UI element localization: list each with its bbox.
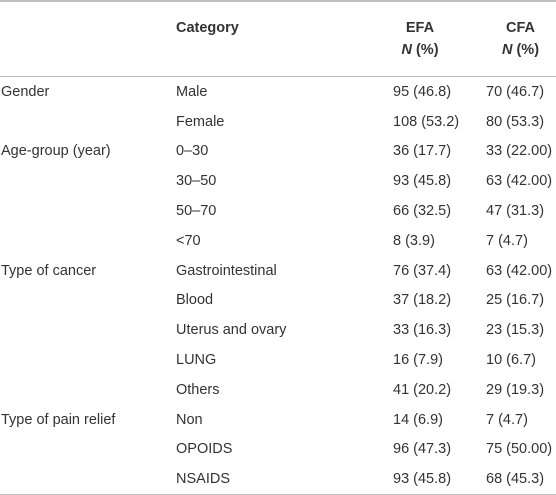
row-group — [0, 375, 176, 405]
table-row: <70 8 (3.9) 7 (4.7) — [0, 226, 556, 256]
row-category: OPOIDS — [176, 441, 233, 458]
row-cfa: 63 (42.00) — [486, 173, 553, 190]
row-category: Gastrointestinal — [176, 262, 277, 279]
row-cfa: 29 (19.3) — [486, 381, 545, 398]
row-group — [0, 345, 176, 375]
row-category: <70 — [176, 232, 201, 249]
row-efa: 93 (45.8) — [393, 173, 452, 190]
table-row: 50–70 66 (32.5) 47 (31.3) — [0, 196, 556, 226]
row-group — [0, 226, 176, 256]
row-cfa: 10 (6.7) — [486, 352, 536, 369]
row-category: 0–30 — [176, 143, 209, 160]
header-subrow: N (%) N (%) — [0, 38, 556, 77]
row-cfa: 47 (31.3) — [486, 203, 545, 220]
row-efa: 41 (20.2) — [393, 381, 452, 398]
row-group: Age-group (year) — [1, 143, 111, 160]
row-category: 30–50 — [176, 173, 217, 190]
row-efa: 8 (3.9) — [393, 232, 435, 249]
row-cfa: 75 (50.00) — [486, 441, 553, 458]
efa-unit-n: N — [401, 42, 412, 58]
table-row: Gender Male 95 (46.8) 70 (46.7) — [0, 77, 556, 107]
row-group: Type of pain relief — [1, 411, 116, 428]
table-row: LUNG 16 (7.9) 10 (6.7) — [0, 345, 556, 375]
table-row: NSAIDS 93 (45.8) 68 (45.3) — [0, 464, 556, 495]
header-row: Category EFA CFA — [0, 1, 556, 38]
header-efa-unit: N (%) — [355, 38, 455, 77]
row-group — [0, 435, 176, 465]
row-group — [0, 315, 176, 345]
row-category: NSAIDS — [176, 464, 355, 495]
table-row: Uterus and ovary 33 (16.3) 23 (15.3) — [0, 315, 556, 345]
table-row: OPOIDS 96 (47.3) 75 (50.00) — [0, 435, 556, 465]
row-group — [0, 196, 176, 226]
row-category: Uterus and ovary — [176, 322, 287, 339]
header-sub-blank-1 — [0, 38, 176, 77]
table-row: Age-group (year) 0–30 36 (17.7) 33 (22.0… — [0, 137, 556, 167]
header-cfa: CFA — [506, 20, 535, 36]
row-category: Non — [176, 411, 203, 428]
header-category: Category — [176, 20, 239, 36]
header-group-blank — [0, 1, 176, 38]
row-efa: 108 (53.2) — [393, 113, 460, 130]
efa-unit-pct: (%) — [415, 42, 439, 58]
header-cfa-unit: N (%) — [455, 38, 556, 77]
row-group — [0, 286, 176, 316]
row-efa: 66 (32.5) — [393, 203, 452, 220]
header-sub-blank-2 — [176, 38, 355, 77]
table-row: Female 108 (53.2) 80 (53.3) — [0, 107, 556, 137]
header-efa: EFA — [405, 20, 435, 36]
table-body: Gender Male 95 (46.8) 70 (46.7) Female 1… — [0, 77, 556, 495]
row-cfa: 7 (4.7) — [486, 232, 528, 249]
row-efa: 33 (16.3) — [393, 322, 452, 339]
row-group: Type of cancer — [1, 262, 97, 279]
row-cfa: 63 (42.00) — [486, 262, 553, 279]
row-group — [0, 464, 176, 495]
row-category: Female — [176, 113, 225, 130]
row-cfa: 68 (45.3) — [455, 464, 556, 495]
table-header: Category EFA CFA N (%) N (%) — [0, 1, 556, 77]
row-cfa: 23 (15.3) — [486, 322, 545, 339]
row-category: 50–70 — [176, 203, 217, 220]
row-category: Blood — [176, 292, 214, 309]
row-efa: 36 (17.7) — [393, 143, 452, 160]
row-group — [0, 107, 176, 137]
row-category: Others — [176, 381, 220, 398]
table-row: Type of pain relief Non 14 (6.9) 7 (4.7) — [0, 405, 556, 435]
table-row: Others 41 (20.2) 29 (19.3) — [0, 375, 556, 405]
row-cfa: 70 (46.7) — [486, 83, 545, 100]
row-category: Male — [176, 83, 208, 100]
row-group: Gender — [1, 83, 50, 100]
cfa-unit-pct: (%) — [516, 42, 540, 58]
row-cfa: 80 (53.3) — [486, 113, 545, 130]
row-efa: 93 (45.8) — [355, 464, 455, 495]
row-cfa: 25 (16.7) — [486, 292, 545, 309]
table-row: Blood 37 (18.2) 25 (16.7) — [0, 286, 556, 316]
row-efa: 14 (6.9) — [393, 411, 443, 428]
row-efa: 96 (47.3) — [393, 441, 452, 458]
row-efa: 76 (37.4) — [393, 262, 452, 279]
cfa-unit-n: N — [501, 42, 513, 58]
row-group — [0, 166, 176, 196]
table-row: Type of cancer Gastrointestinal 76 (37.4… — [0, 256, 556, 286]
row-efa: 16 (7.9) — [393, 352, 443, 369]
row-efa: 37 (18.2) — [393, 292, 452, 309]
row-efa: 95 (46.8) — [393, 83, 452, 100]
table-row: 30–50 93 (45.8) 63 (42.00) — [0, 166, 556, 196]
row-cfa: 7 (4.7) — [486, 411, 528, 428]
row-category: LUNG — [176, 352, 217, 369]
row-cfa: 33 (22.00) — [486, 143, 553, 160]
